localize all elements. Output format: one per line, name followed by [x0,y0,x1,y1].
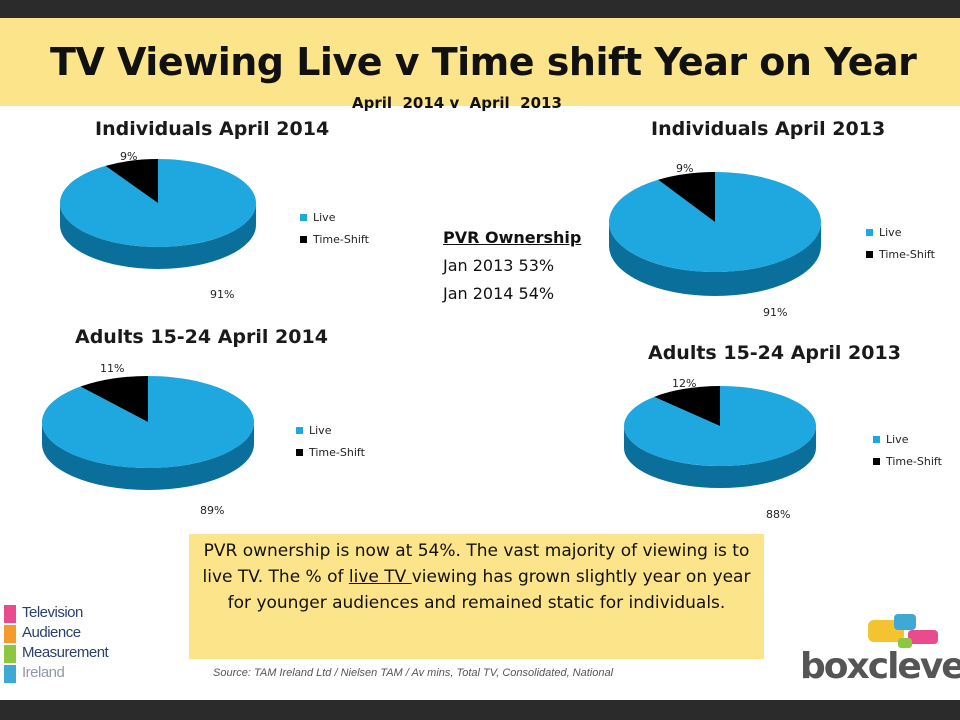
summary-text-part2: viewing has grown slightly year on year … [227,567,751,613]
pie-data-label-live: 88% [766,508,790,521]
pie-side-live [42,422,254,490]
legend-label: Time-Shift [886,454,942,468]
pie-chart-adults-2014: 11% 89% [41,362,255,517]
legend-individuals-2014: Live Time-Shift [300,206,369,250]
boxclever-speech-bubbles-icon [868,614,938,648]
pie-slice-timeshift [105,159,158,203]
legend-item-timeshift: Time-Shift [300,228,369,250]
legend-individuals-2013: Live Time-Shift [866,221,935,265]
title-band: TV Viewing Live v Time shift Year on Yea… [0,18,960,112]
tam-logo-line: Television [22,604,83,621]
pie-slice-live [59,159,256,247]
boxclever-logo: boxclever [800,612,960,692]
legend-swatch-live [296,426,303,434]
legend-label: Live [309,423,332,437]
pvr-ownership-2014: Jan 2014 54% [443,284,555,303]
tam-logo-line: Audience [22,624,81,641]
pie-slice-timeshift [658,172,715,222]
legend-adults-2014: Live Time-Shift [296,419,365,463]
legend-label: Time-Shift [309,445,365,459]
pvr-ownership-box: PVR Ownership Jan 2013 53% Jan 2014 54% [443,224,581,308]
chart-title-individuals-2014: Individuals April 2014 [95,118,330,140]
legend-swatch-timeshift [296,448,303,456]
pie-chart-individuals-2013: 9% 91% [609,162,821,319]
legend-swatch-live [873,435,880,443]
tam-logo-line: Ireland [22,664,65,681]
pie-side-live [609,222,821,296]
page-title: TV Viewing Live v Time shift Year on Yea… [50,40,917,84]
legend-label: Live [886,432,909,446]
chart-title-individuals-2013: Individuals April 2013 [651,118,886,140]
pvr-ownership-heading: PVR Ownership [443,228,582,247]
legend-swatch-live [866,228,873,236]
summary-box: PVR ownership is now at 54%. The vast ma… [189,534,764,659]
bottom-bar [0,700,960,720]
pie-chart-adults-2013: 12% 88% [624,377,816,521]
pie-chart-individuals-2014: 9% 91% [59,150,256,301]
source-note: Source: TAM Ireland Ltd / Nielsen TAM / … [213,667,614,679]
tam-logo-text: Television Audience Measurement Ireland [22,603,109,683]
pie-data-label-live: 89% [200,504,224,517]
tam-logo-icon [4,605,16,683]
pie-slice-timeshift [80,376,148,422]
legend-item-timeshift: Time-Shift [866,243,935,265]
legend-item-live: Live [873,428,942,450]
legend-swatch-timeshift [300,235,307,243]
legend-label: Live [879,225,902,239]
chart-title-adults-2013: Adults 15-24 April 2013 [648,342,901,364]
legend-adults-2013: Live Time-Shift [873,428,942,472]
top-bar [0,0,960,18]
legend-label: Time-Shift [313,232,369,246]
pie-data-label-timeshift: 11% [100,362,124,375]
pie-side-live [60,203,256,269]
pvr-ownership-2013: Jan 2013 53% [443,256,555,275]
pie-side-live [624,426,816,488]
legend-item-timeshift: Time-Shift [296,441,365,463]
legend-item-live: Live [296,419,365,441]
summary-highlight: live TV [348,567,412,587]
boxclever-wordmark: boxclever [800,646,960,687]
pie-data-label-timeshift: 12% [672,377,696,390]
page-subtitle: April 2014 v April 2013 [352,94,562,112]
pie-data-label-timeshift: 9% [676,162,693,175]
chart-title-adults-2014: Adults 15-24 April 2014 [75,326,328,348]
legend-label: Time-Shift [879,247,935,261]
pie-slice-timeshift [654,386,720,426]
legend-item-live: Live [866,221,935,243]
legend-swatch-timeshift [866,250,873,258]
pie-data-label-live: 91% [763,306,787,319]
legend-swatch-live [300,213,307,221]
legend-item-timeshift: Time-Shift [873,450,942,472]
tam-ireland-logo: Television Audience Measurement Ireland [4,603,114,698]
pie-data-label-timeshift: 9% [120,150,137,163]
pie-data-label-live: 91% [210,288,234,301]
tam-logo-line: Measurement [22,644,109,661]
legend-item-live: Live [300,206,369,228]
legend-swatch-timeshift [873,457,880,465]
legend-label: Live [313,210,336,224]
summary-text-part1: PVR ownership is now at 54%. The vast ma… [202,541,750,587]
